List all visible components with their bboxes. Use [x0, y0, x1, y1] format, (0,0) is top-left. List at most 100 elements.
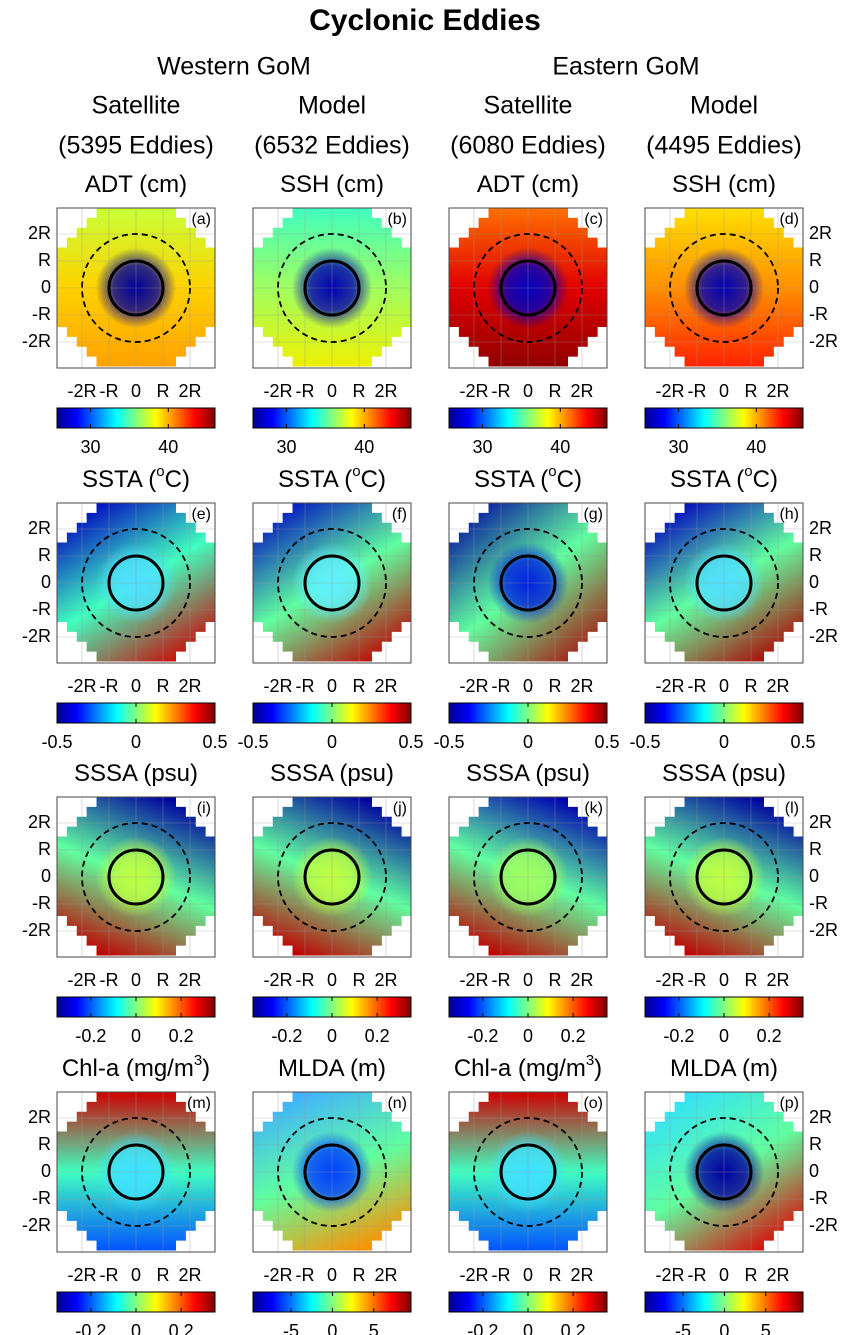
x-tick-label: R — [157, 1265, 170, 1285]
x-tick-label: R — [157, 381, 170, 401]
panel-letter: (j) — [393, 800, 407, 817]
x-tick-label: -2R — [67, 381, 96, 401]
colorbar-tick-label: 0 — [327, 1321, 337, 1335]
x-tick-label: -R — [688, 970, 707, 990]
x-tick-label: -R — [492, 970, 511, 990]
panel-title-text: SSTA ( — [474, 466, 548, 493]
x-tick-label: R — [353, 1265, 366, 1285]
x-tick-label: -R — [492, 381, 511, 401]
x-tick-label: R — [549, 381, 562, 401]
colorbar-tick-label: 0.2 — [365, 1026, 390, 1046]
x-tick-label: 0 — [131, 970, 141, 990]
x-tick-label: -R — [492, 676, 511, 696]
y-tick-label: R — [38, 839, 51, 859]
x-tick-label: -R — [100, 1265, 119, 1285]
colorbar-tick-label: 0 — [719, 732, 729, 752]
column-count: (4495 Eddies) — [646, 132, 802, 160]
x-tick-label: 2R — [178, 970, 201, 990]
y-tick-label: R — [38, 545, 51, 565]
x-tick-label: 0 — [719, 676, 729, 696]
x-tick-label: -2R — [263, 1265, 292, 1285]
colorbar-tick-label: 0.5 — [594, 732, 619, 752]
y-tick-label: 2R — [28, 518, 51, 538]
two-radius-circle — [277, 1117, 387, 1227]
panel-letter: (h) — [779, 506, 799, 523]
colorbar — [448, 407, 608, 429]
two-radius-circle — [81, 528, 191, 638]
panel-letter: (g) — [583, 506, 603, 523]
y-tick-label: R — [809, 839, 822, 859]
panel-title-text: SSSA (psu) — [270, 760, 394, 787]
x-tick-label: -R — [296, 676, 315, 696]
x-tick-label: 2R — [178, 676, 201, 696]
y-tick-label: 2R — [809, 812, 832, 832]
x-tick-label: 2R — [374, 1265, 397, 1285]
panel-title: MLDA (m) — [278, 1055, 386, 1082]
x-tick-label: 0 — [131, 1265, 141, 1285]
panel-title-text: C) — [361, 466, 386, 493]
panel-letter: (l) — [785, 800, 799, 817]
y-tick-label: -2R — [22, 920, 51, 940]
radius-circle — [499, 848, 557, 906]
y-tick-label: 2R — [809, 518, 832, 538]
figure-title: Cyclonic Eddies — [309, 4, 541, 37]
x-tick-label: R — [353, 381, 366, 401]
x-tick-label: R — [745, 381, 758, 401]
y-tick-label: -2R — [809, 1215, 838, 1235]
x-tick-label: 0 — [719, 1265, 729, 1285]
radius-circle — [303, 259, 361, 317]
colorbar-tick-label: 0.2 — [757, 1026, 782, 1046]
radius-circle — [303, 848, 361, 906]
y-tick-label: 0 — [41, 866, 51, 886]
panel-title: SSTA (oC) — [474, 463, 582, 493]
column-source: Satellite — [484, 92, 573, 120]
x-tick-label: 0 — [719, 381, 729, 401]
radius-circle — [303, 1143, 361, 1201]
two-radius-circle — [81, 1117, 191, 1227]
x-tick-label: R — [157, 970, 170, 990]
panel-title: Chl-a (mg/m3) — [62, 1052, 210, 1082]
colorbar-tick-label: 0 — [327, 1026, 337, 1046]
x-tick-label: R — [745, 970, 758, 990]
region-label: Eastern GoM — [552, 53, 699, 81]
panel-title-text: SSTA ( — [278, 466, 352, 493]
colorbar-tick-label: 0 — [719, 1026, 729, 1046]
y-tick-label: -R — [809, 599, 828, 619]
colorbar-tick-label: 30 — [668, 437, 688, 457]
two-radius-circle — [277, 528, 387, 638]
x-tick-label: 2R — [374, 381, 397, 401]
x-tick-label: -2R — [67, 970, 96, 990]
panel-letter: (f) — [392, 506, 407, 523]
x-tick-label: 0 — [523, 676, 533, 696]
panel-title-text: C) — [557, 466, 582, 493]
panel-title: SSSA (psu) — [270, 760, 394, 787]
panel-title: ADT (cm) — [477, 171, 579, 198]
y-tick-label: 0 — [809, 866, 819, 886]
panel-title-text: Chl-a (mg/m — [62, 1055, 194, 1082]
x-tick-label: 0 — [327, 676, 337, 696]
panel-title: SSTA (oC) — [82, 463, 190, 493]
y-tick-label: 0 — [41, 277, 51, 297]
x-tick-label: -R — [688, 381, 707, 401]
panel-title-sup: o — [156, 463, 164, 480]
y-tick-label: -R — [809, 893, 828, 913]
colorbar-tick-label: 0 — [719, 1321, 729, 1335]
x-tick-label: -2R — [459, 381, 488, 401]
y-tick-label: 0 — [809, 572, 819, 592]
x-tick-label: -R — [688, 676, 707, 696]
panel-title: Chl-a (mg/m3) — [454, 1052, 602, 1082]
column-source: Model — [298, 92, 366, 120]
panel-title-sup: o — [352, 463, 360, 480]
colorbar-tick-label: 0.5 — [398, 732, 423, 752]
x-tick-label: 2R — [766, 381, 789, 401]
x-tick-label: R — [353, 970, 366, 990]
x-tick-label: 2R — [178, 1265, 201, 1285]
colorbar-tick-label: 0 — [523, 732, 533, 752]
colorbar-tick-label: 0.2 — [561, 1026, 586, 1046]
panel-letter: (c) — [584, 211, 603, 228]
y-tick-label: R — [809, 1134, 822, 1154]
colorbar-tick-label: 30 — [276, 437, 296, 457]
panel-title: SSSA (psu) — [74, 760, 198, 787]
panel-title-text: MLDA (m) — [278, 1055, 386, 1082]
